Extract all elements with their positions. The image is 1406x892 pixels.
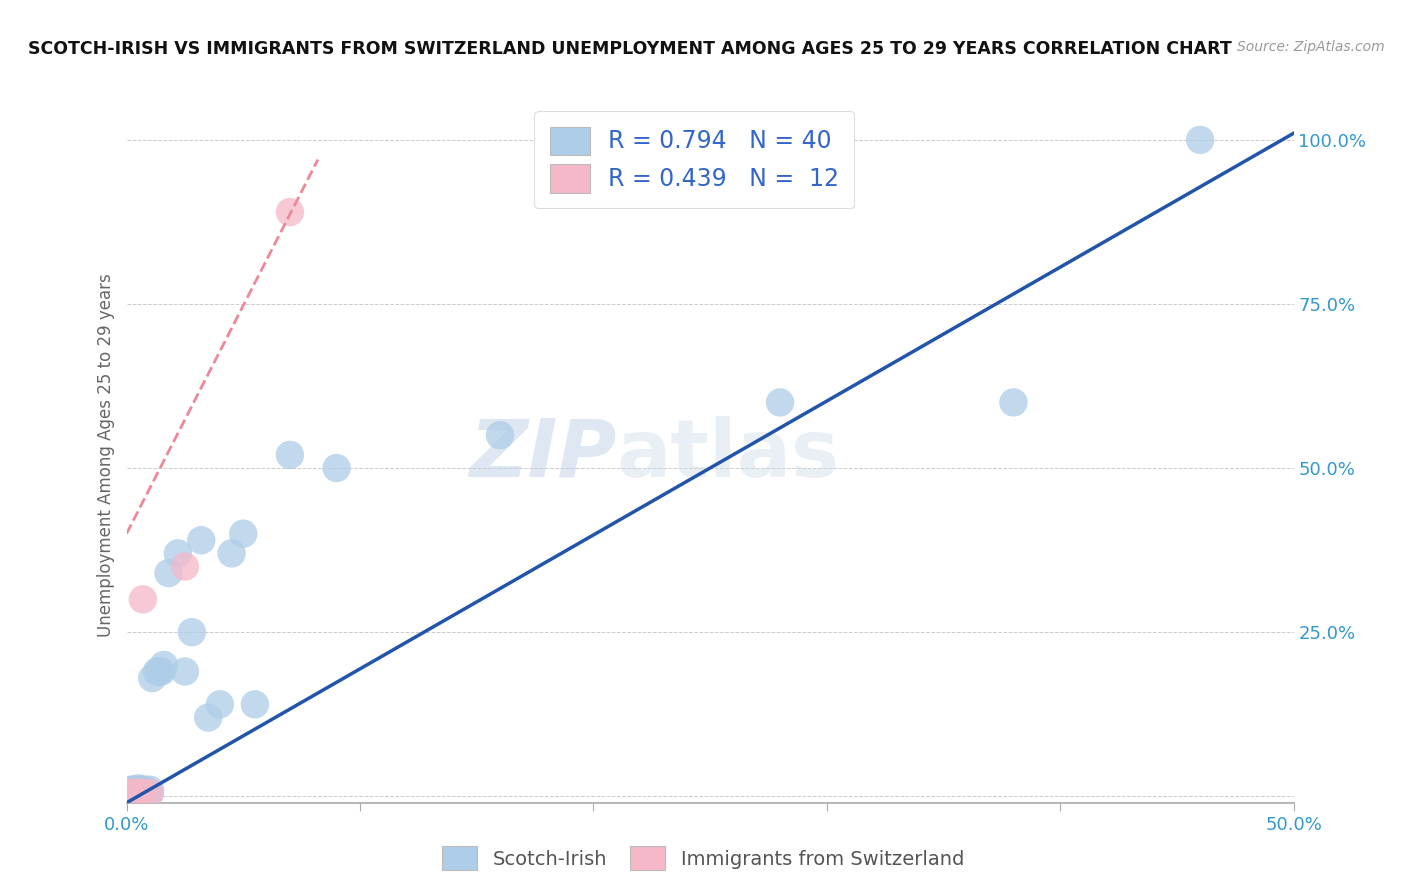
Text: SCOTCH-IRISH VS IMMIGRANTS FROM SWITZERLAND UNEMPLOYMENT AMONG AGES 25 TO 29 YEA: SCOTCH-IRISH VS IMMIGRANTS FROM SWITZERL…	[28, 40, 1232, 58]
Point	[127, 786, 149, 800]
Point	[118, 786, 141, 800]
Point	[129, 786, 152, 800]
Point	[122, 786, 145, 800]
Point	[125, 786, 148, 800]
Point	[127, 784, 149, 798]
Point	[148, 665, 170, 679]
Point	[221, 546, 243, 560]
Point	[141, 671, 163, 685]
Point	[122, 782, 145, 797]
Text: Source: ZipAtlas.com: Source: ZipAtlas.com	[1237, 40, 1385, 54]
Point	[157, 566, 180, 580]
Point	[167, 546, 190, 560]
Point	[129, 786, 152, 800]
Point	[118, 786, 141, 800]
Point	[1189, 133, 1212, 147]
Point	[120, 786, 142, 800]
Point	[132, 786, 155, 800]
Point	[243, 698, 266, 712]
Y-axis label: Unemployment Among Ages 25 to 29 years: Unemployment Among Ages 25 to 29 years	[97, 273, 115, 637]
Text: atlas: atlas	[617, 416, 839, 494]
Point	[278, 448, 301, 462]
Point	[127, 781, 149, 796]
Point	[127, 786, 149, 800]
Point	[134, 782, 156, 797]
Point	[139, 786, 162, 800]
Point	[197, 710, 219, 724]
Point	[120, 782, 142, 797]
Legend: R = 0.794   N = 40, R = 0.439   N =  12: R = 0.794 N = 40, R = 0.439 N = 12	[534, 112, 855, 209]
Point	[139, 786, 162, 800]
Point	[325, 461, 347, 475]
Point	[136, 786, 159, 800]
Point	[125, 786, 148, 800]
Point	[174, 559, 197, 574]
Text: ZIP: ZIP	[470, 416, 617, 494]
Point	[132, 782, 155, 797]
Point	[139, 782, 162, 797]
Legend: Scotch-Irish, Immigrants from Switzerland: Scotch-Irish, Immigrants from Switzerlan…	[434, 838, 972, 878]
Point	[134, 786, 156, 800]
Point	[125, 784, 148, 798]
Point	[150, 665, 173, 679]
Point	[120, 786, 142, 800]
Point	[153, 657, 176, 672]
Point	[769, 395, 792, 409]
Point	[278, 205, 301, 219]
Point	[190, 533, 212, 548]
Point	[1002, 395, 1025, 409]
Point	[122, 786, 145, 800]
Point	[146, 665, 169, 679]
Point	[180, 625, 202, 640]
Point	[127, 786, 149, 800]
Point	[208, 698, 231, 712]
Point	[489, 428, 512, 442]
Point	[129, 782, 152, 797]
Point	[232, 526, 254, 541]
Point	[132, 786, 155, 800]
Point	[174, 665, 197, 679]
Point	[132, 592, 155, 607]
